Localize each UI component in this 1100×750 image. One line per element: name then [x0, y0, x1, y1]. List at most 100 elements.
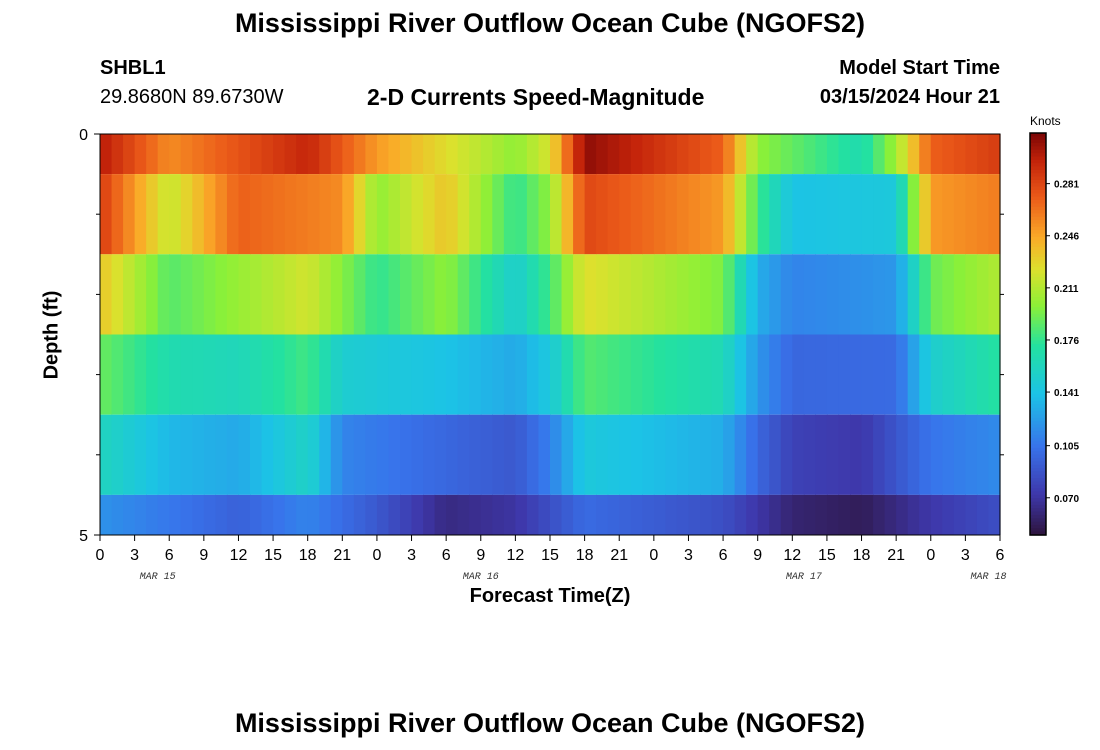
- colorbar-segment: [1030, 457, 1046, 462]
- y-tick-label: 5: [79, 528, 88, 545]
- heatmap-cell: [192, 494, 205, 535]
- heatmap-cell: [919, 174, 932, 255]
- heatmap-cell: [446, 494, 459, 535]
- chart-title: Mississippi River Outflow Ocean Cube (NG…: [234, 8, 866, 38]
- colorbar-segment: [1030, 159, 1046, 164]
- heatmap-cell: [226, 174, 240, 255]
- heatmap-cell: [642, 494, 655, 535]
- heatmap-cell: [457, 174, 470, 255]
- heatmap-cell: [907, 494, 920, 535]
- heatmap-cell: [469, 174, 482, 255]
- heatmap-cell: [700, 254, 713, 335]
- heatmap-cell: [734, 134, 747, 175]
- heatmap-cell: [930, 414, 943, 495]
- heatmap-cell: [215, 254, 228, 335]
- heatmap-cell: [388, 334, 401, 415]
- colorbar-segment: [1030, 444, 1046, 449]
- colorbar-segment: [1030, 417, 1046, 422]
- heatmap-cell: [192, 174, 205, 255]
- colorbar-segment: [1030, 501, 1046, 506]
- heatmap-cell: [723, 174, 736, 255]
- heatmap-cell: [515, 414, 528, 495]
- heatmap-cell: [457, 134, 470, 175]
- heatmap-cell: [538, 334, 551, 415]
- second-chart-title: Mississippi River Outflow Ocean Cube (NG…: [234, 708, 866, 738]
- heatmap-cell: [261, 334, 274, 415]
- heatmap-cell: [988, 254, 1001, 335]
- heatmap-cell: [192, 334, 205, 415]
- heatmap-cell: [353, 414, 366, 495]
- colorbar-frame: [1029, 132, 1047, 536]
- heatmap-cell: [284, 414, 297, 495]
- colorbar-segment: [1030, 474, 1046, 479]
- colorbar-segment: [1030, 491, 1046, 496]
- x-tick-label: 21: [333, 547, 351, 564]
- colorbar-segment: [1030, 287, 1046, 292]
- heatmap-cell: [457, 414, 470, 495]
- heatmap-cell: [734, 174, 747, 255]
- colorbar-segment: [1030, 163, 1046, 168]
- heatmap-cell: [169, 254, 182, 335]
- heatmap-cell: [584, 174, 597, 255]
- heatmap-cell: [550, 414, 563, 495]
- colorbar-segment: [1030, 196, 1046, 201]
- heatmap-cell: [803, 174, 816, 255]
- heatmap-cell: [780, 334, 793, 415]
- heatmap-cell: [596, 414, 609, 495]
- heatmap-cell: [296, 134, 309, 175]
- heatmap-cell: [815, 494, 828, 535]
- heatmap-cell: [411, 414, 424, 495]
- colorbar-segment: [1030, 220, 1046, 225]
- heatmap-cell: [757, 494, 770, 535]
- heatmap-cell: [480, 414, 493, 495]
- heatmap-cell: [826, 414, 840, 495]
- heatmap-cell: [157, 174, 170, 255]
- heatmap-cell: [180, 494, 193, 535]
- heatmap-cell: [169, 334, 182, 415]
- heatmap-cell: [561, 254, 574, 335]
- heatmap-cell: [157, 254, 170, 335]
- colorbar-segment: [1030, 156, 1046, 161]
- heatmap-cell: [250, 174, 263, 255]
- colorbar-segment: [1030, 146, 1046, 151]
- colorbar-segment: [1030, 277, 1046, 281]
- heatmap-cell: [815, 254, 828, 335]
- colorbar-segment: [1030, 360, 1046, 365]
- heatmap-cell: [423, 414, 436, 495]
- colorbar-segment: [1030, 216, 1046, 221]
- heatmap-cell: [423, 254, 436, 335]
- heatmap-cell: [723, 254, 736, 335]
- colorbar-segment: [1030, 494, 1046, 499]
- heatmap-cell: [169, 414, 182, 495]
- heatmap-cell: [353, 494, 366, 535]
- heatmap-cell: [134, 174, 147, 255]
- colorbar-segment: [1030, 317, 1046, 322]
- station-id: SHBL1: [100, 57, 166, 79]
- heatmap-cell: [734, 414, 747, 495]
- heatmap-cell: [503, 254, 516, 335]
- heatmap-cell: [215, 334, 228, 415]
- colorbar-segment: [1030, 414, 1046, 419]
- heatmap-cell: [423, 334, 436, 415]
- colorbar-segment: [1030, 200, 1046, 204]
- heatmap-cell: [642, 174, 655, 255]
- colorbar-segment: [1030, 380, 1046, 385]
- heatmap-cell: [907, 174, 920, 255]
- heatmap-cell: [284, 134, 297, 175]
- heatmap-cell: [215, 494, 228, 535]
- colorbar-segment: [1030, 484, 1046, 489]
- heatmap-cell: [700, 334, 713, 415]
- heatmap-cell: [850, 414, 863, 495]
- product-name: 2-D Currents Speed-Magnitude: [367, 84, 705, 110]
- heatmap-cell: [411, 254, 424, 335]
- heatmap-cell: [607, 134, 620, 175]
- colorbar-segment: [1030, 253, 1046, 258]
- colorbar-segment: [1030, 354, 1046, 359]
- heatmap-cell: [203, 254, 216, 335]
- heatmap-cell: [942, 334, 955, 415]
- heatmap-cell: [342, 174, 355, 255]
- colorbar-segment: [1030, 508, 1046, 513]
- colorbar-segment: [1030, 320, 1046, 325]
- heatmap-cell: [607, 494, 620, 535]
- heatmap-cell: [630, 334, 643, 415]
